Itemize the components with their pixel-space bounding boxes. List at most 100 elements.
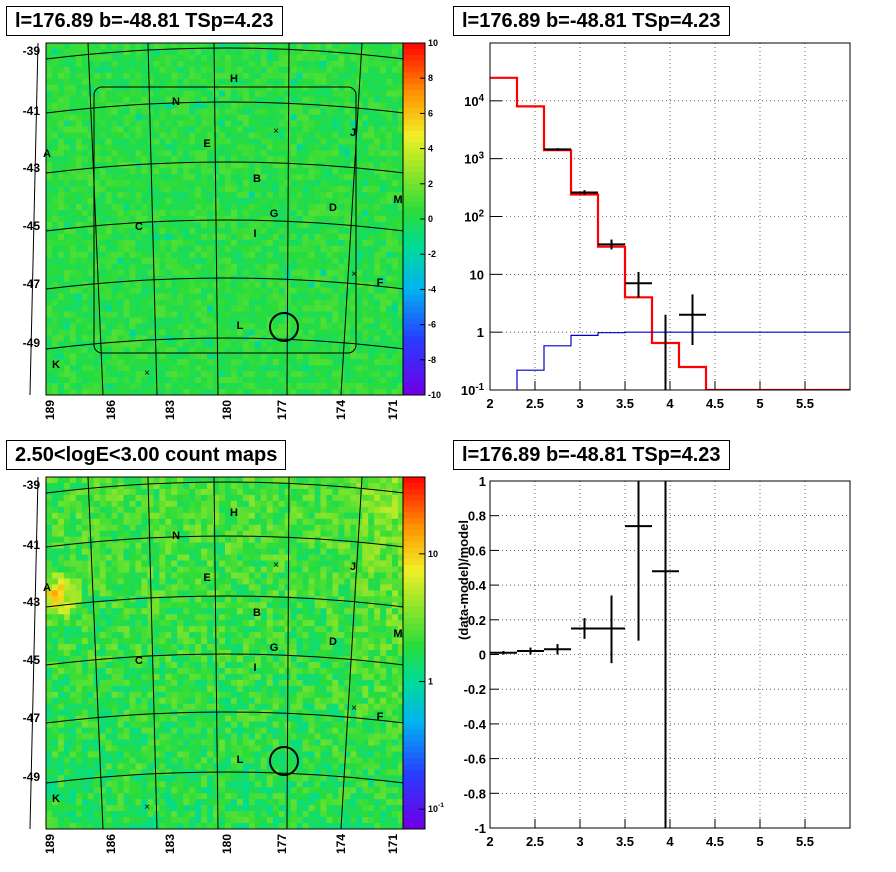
heatmap-cell xyxy=(213,572,220,579)
heatmap-cell xyxy=(51,335,59,342)
heatmap-cell xyxy=(57,488,65,496)
heatmap-cell xyxy=(129,126,136,133)
heatmap-cell xyxy=(332,114,339,121)
heatmap-cell xyxy=(248,371,256,378)
heatmap-cell xyxy=(278,216,286,223)
heatmap-cell xyxy=(87,162,95,169)
heatmap-cell xyxy=(320,377,327,384)
heatmap-cell xyxy=(278,221,286,229)
heatmap-cell xyxy=(320,198,327,205)
heatmap-cell xyxy=(260,317,268,324)
heatmap-cell xyxy=(213,341,220,348)
heatmap-cell xyxy=(308,180,315,187)
heatmap-cell xyxy=(362,578,369,585)
heatmap-cell xyxy=(326,383,333,390)
heatmap-cell xyxy=(177,43,184,50)
heatmap-cell xyxy=(290,482,297,490)
heatmap-cell xyxy=(374,317,381,324)
heatmap-cell xyxy=(230,323,238,330)
heatmap-cell xyxy=(302,536,309,544)
heatmap-cell xyxy=(189,536,196,544)
heatmap-cell xyxy=(93,353,101,360)
heatmap-cell xyxy=(230,548,238,555)
heatmap-cell xyxy=(81,542,89,549)
heatmap-cell xyxy=(63,126,71,133)
heatmap-cell xyxy=(266,245,274,253)
heatmap-cell xyxy=(254,329,262,336)
heatmap-cell xyxy=(69,572,77,579)
heatmap-cell xyxy=(57,596,65,603)
heatmap-cell xyxy=(46,347,53,354)
heatmap-cell xyxy=(129,383,136,390)
heatmap-cell xyxy=(195,542,202,549)
heatmap-cell xyxy=(332,506,339,514)
heatmap-cell xyxy=(374,281,381,289)
heatmap-cell xyxy=(147,281,154,289)
heatmap-cell xyxy=(93,96,101,104)
heatmap-cell xyxy=(153,84,160,92)
heatmap-cell xyxy=(51,43,59,50)
heatmap-cell xyxy=(266,144,274,151)
heatmap-cell xyxy=(368,365,375,372)
heatmap-cell xyxy=(129,84,136,92)
heatmap-cell xyxy=(201,126,208,133)
heatmap-cell xyxy=(350,482,357,490)
heatmap-cell xyxy=(147,305,154,312)
heatmap-cell xyxy=(338,287,345,294)
heatmap-cell xyxy=(69,60,77,68)
heatmap-cell xyxy=(123,602,130,609)
heatmap-cell xyxy=(398,341,405,348)
heatmap-cell xyxy=(219,90,226,98)
heatmap-cell xyxy=(46,371,53,378)
heatmap-cell xyxy=(225,323,232,330)
heatmap-cell xyxy=(171,233,178,241)
heatmap-cell xyxy=(99,186,107,193)
heatmap-cell xyxy=(153,590,160,597)
heatmap-cell xyxy=(57,263,65,271)
heatmap-cell xyxy=(392,536,399,544)
heatmap-cell xyxy=(290,144,297,151)
heatmap-cell xyxy=(332,377,339,384)
heatmap-cell xyxy=(153,162,160,169)
heatmap-cell xyxy=(242,560,250,567)
heatmap-cell xyxy=(207,66,214,74)
heatmap-cell xyxy=(207,311,214,318)
heatmap-cell xyxy=(266,192,274,199)
heatmap-cell xyxy=(225,299,232,306)
heatmap-cell xyxy=(99,48,107,56)
heatmap-cell xyxy=(314,548,321,555)
heatmap-cell xyxy=(368,584,375,591)
heatmap-cell xyxy=(147,512,154,520)
heatmap-cell xyxy=(219,239,226,247)
heatmap-cell xyxy=(87,210,95,217)
heatmap-cell xyxy=(242,329,250,336)
heatmap-cell xyxy=(165,536,172,544)
heatmap-cell xyxy=(260,287,268,294)
heatmap-cell xyxy=(195,305,202,312)
heatmap-cell xyxy=(63,48,71,56)
heatmap-cell xyxy=(171,60,178,68)
heatmap-cell xyxy=(260,162,268,169)
heatmap-cell xyxy=(141,43,148,50)
heatmap-cell xyxy=(63,150,71,157)
heatmap-cell xyxy=(225,365,232,372)
heatmap-cell xyxy=(219,227,226,235)
heatmap-cell xyxy=(57,377,65,384)
heatmap-cell xyxy=(147,359,154,366)
heatmap-cell xyxy=(314,275,321,283)
heatmap-cell xyxy=(320,536,327,544)
heatmap-cell xyxy=(219,536,226,544)
heatmap-cell xyxy=(332,120,339,127)
heatmap-cell xyxy=(272,536,280,544)
heatmap-cell xyxy=(254,560,262,567)
heatmap-cell xyxy=(278,512,286,520)
heatmap-cell xyxy=(356,560,363,567)
heatmap-cell xyxy=(135,78,142,86)
heatmap-cell xyxy=(159,578,166,585)
heatmap-cell xyxy=(225,120,232,127)
heatmap-cell xyxy=(272,596,280,603)
heatmap-cell xyxy=(380,275,387,283)
heatmap-cell xyxy=(260,84,268,92)
heatmap-cell xyxy=(99,542,107,549)
heatmap-cell xyxy=(75,72,83,80)
